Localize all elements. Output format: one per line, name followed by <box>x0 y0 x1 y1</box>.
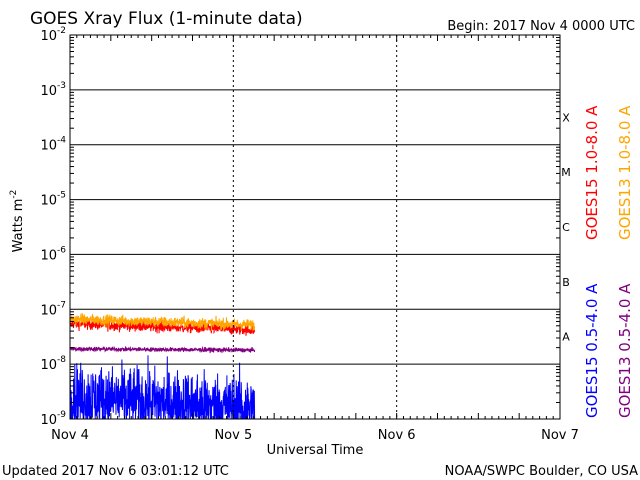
flare-class-label: A <box>562 331 570 344</box>
updated-timestamp: Updated 2017 Nov 6 03:01:12 UTC <box>2 464 229 479</box>
y-tick-label: 10-4 <box>40 136 66 154</box>
y-axis-label: Watts m-2 <box>9 190 26 253</box>
flare-class-label: M <box>561 166 571 179</box>
y-tick-label: 10-9 <box>40 410 66 428</box>
series-line <box>69 345 256 354</box>
flare-class-label: X <box>562 111 570 124</box>
series-layer <box>69 312 256 419</box>
flare-class-label: C <box>562 221 570 234</box>
legend: GOES15 1.0-8.0 A GOES13 1.0-8.0 A GOES15 0… <box>583 105 634 418</box>
x-tick-label: Nov 4 <box>51 428 89 443</box>
legend-entry: GOES13 1.0-8.0 A <box>616 105 634 240</box>
x-axis-label: Universal Time <box>267 443 364 458</box>
y-tick-label: 10-3 <box>40 81 66 99</box>
x-tick-labels: Nov 4 Nov 5 Nov 6 Nov 7 <box>51 428 579 443</box>
y-tick-labels: 10-9 10-8 10-7 10-6 10-5 10-4 10-3 10-2 <box>40 26 66 428</box>
y-tick-label: 10-7 <box>40 300 66 318</box>
y-tick-label: 10-6 <box>40 245 66 263</box>
series-line <box>69 355 256 419</box>
y-tick-label: 10-5 <box>40 191 66 209</box>
legend-entry: GOES13 0.5-4.0 A <box>616 283 634 418</box>
plot-frame <box>69 34 561 420</box>
credit-text: NOAA/SWPC Boulder, CO USA <box>445 464 638 479</box>
flare-class-labels: A B C M X <box>561 111 571 343</box>
y-tick-label: 10-8 <box>40 355 66 373</box>
legend-entry: GOES15 1.0-8.0 A <box>583 105 601 240</box>
grid-layer <box>69 35 561 419</box>
x-tick-label: Nov 5 <box>214 428 252 443</box>
series-line <box>69 312 256 331</box>
flare-class-label: B <box>562 276 570 289</box>
y-tick-label: 10-2 <box>40 26 66 44</box>
chart-title: GOES Xray Flux (1-minute data) <box>30 9 303 29</box>
begin-time: Begin: 2017 Nov 4 0000 UTC <box>447 19 635 34</box>
legend-entry: GOES15 0.5-4.0 A <box>583 283 601 418</box>
x-tick-label: Nov 7 <box>541 428 579 443</box>
x-tick-label: Nov 6 <box>378 428 416 443</box>
